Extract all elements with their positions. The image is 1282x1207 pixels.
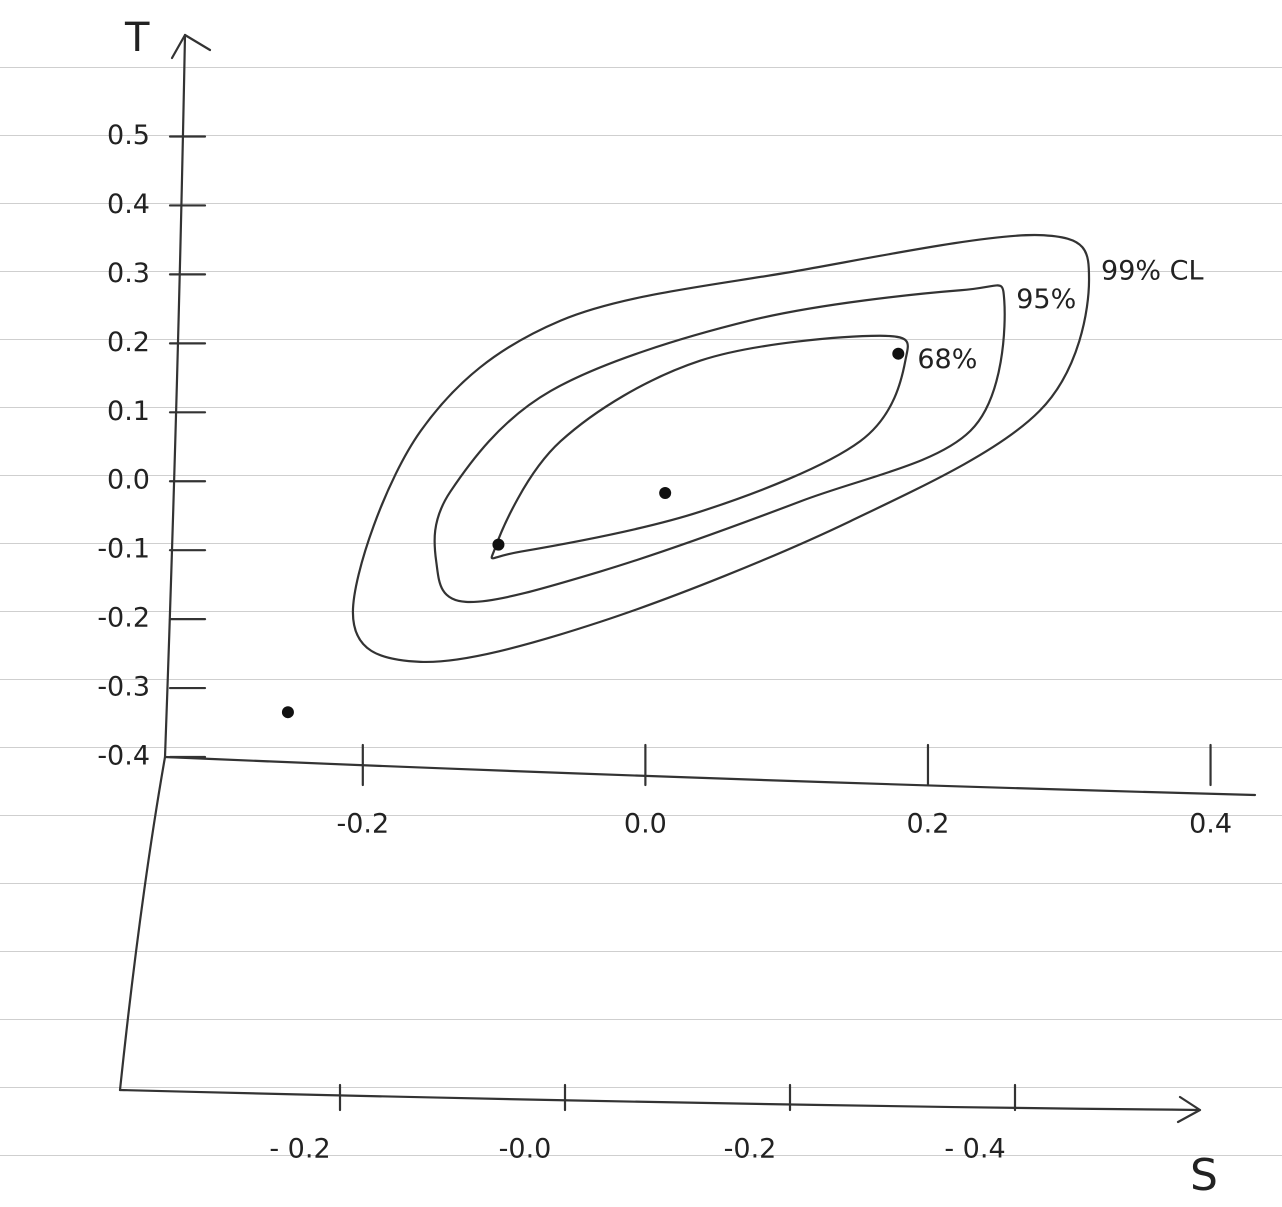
contour bbox=[492, 336, 908, 558]
second-x-tick-label: - 0.2 bbox=[269, 1134, 330, 1165]
contour-label: 68% bbox=[917, 344, 977, 375]
second-x-tick-label: -0.0 bbox=[499, 1134, 552, 1165]
point bbox=[282, 706, 294, 718]
y-tick-label: 0.2 bbox=[107, 327, 150, 358]
y-arrow bbox=[172, 35, 210, 58]
x-tick-label: 0.4 bbox=[1189, 809, 1232, 840]
y-tick-label: -0.2 bbox=[97, 603, 150, 634]
y-tick-label: 0.4 bbox=[107, 189, 150, 220]
point bbox=[892, 348, 904, 360]
y-axis-label: T bbox=[124, 15, 150, 61]
point bbox=[492, 539, 504, 551]
x-axis-label: S bbox=[1190, 1150, 1218, 1201]
second-x-tick-label: - 0.4 bbox=[944, 1134, 1005, 1165]
x-tick-label: 0.0 bbox=[624, 809, 667, 840]
second-x-axis bbox=[120, 1090, 1200, 1122]
y-tick-label: 0.5 bbox=[107, 120, 150, 151]
y-tick-label: 0.3 bbox=[107, 258, 150, 289]
y-tick-label: 0.0 bbox=[107, 465, 150, 496]
y-tick-label: -0.3 bbox=[97, 672, 150, 703]
contour-label: 99% CL bbox=[1101, 255, 1204, 286]
second-x-tick-label: -0.2 bbox=[724, 1134, 777, 1165]
y-tick-label: 0.1 bbox=[107, 396, 150, 427]
page: T S 0.5 0.4 0.3 0.2 0.1 0.0 -0.1 -0.2 -0.3 -0.4 -0… bbox=[0, 0, 1282, 1207]
chart: T S 0.5 0.4 0.3 0.2 0.1 0.0 -0.1 -0.2 -0.3 -0.4 -0… bbox=[0, 0, 1282, 1207]
contour bbox=[353, 235, 1089, 662]
x-axis bbox=[165, 757, 1255, 795]
contour bbox=[435, 285, 1005, 602]
x-tick-label: 0.2 bbox=[906, 809, 949, 840]
y-tick-label: -0.4 bbox=[97, 741, 150, 772]
contour-label: 95% bbox=[1016, 284, 1076, 315]
x-tick-label: -0.2 bbox=[336, 809, 389, 840]
y-tick-label: -0.1 bbox=[97, 534, 150, 565]
point bbox=[659, 487, 671, 499]
